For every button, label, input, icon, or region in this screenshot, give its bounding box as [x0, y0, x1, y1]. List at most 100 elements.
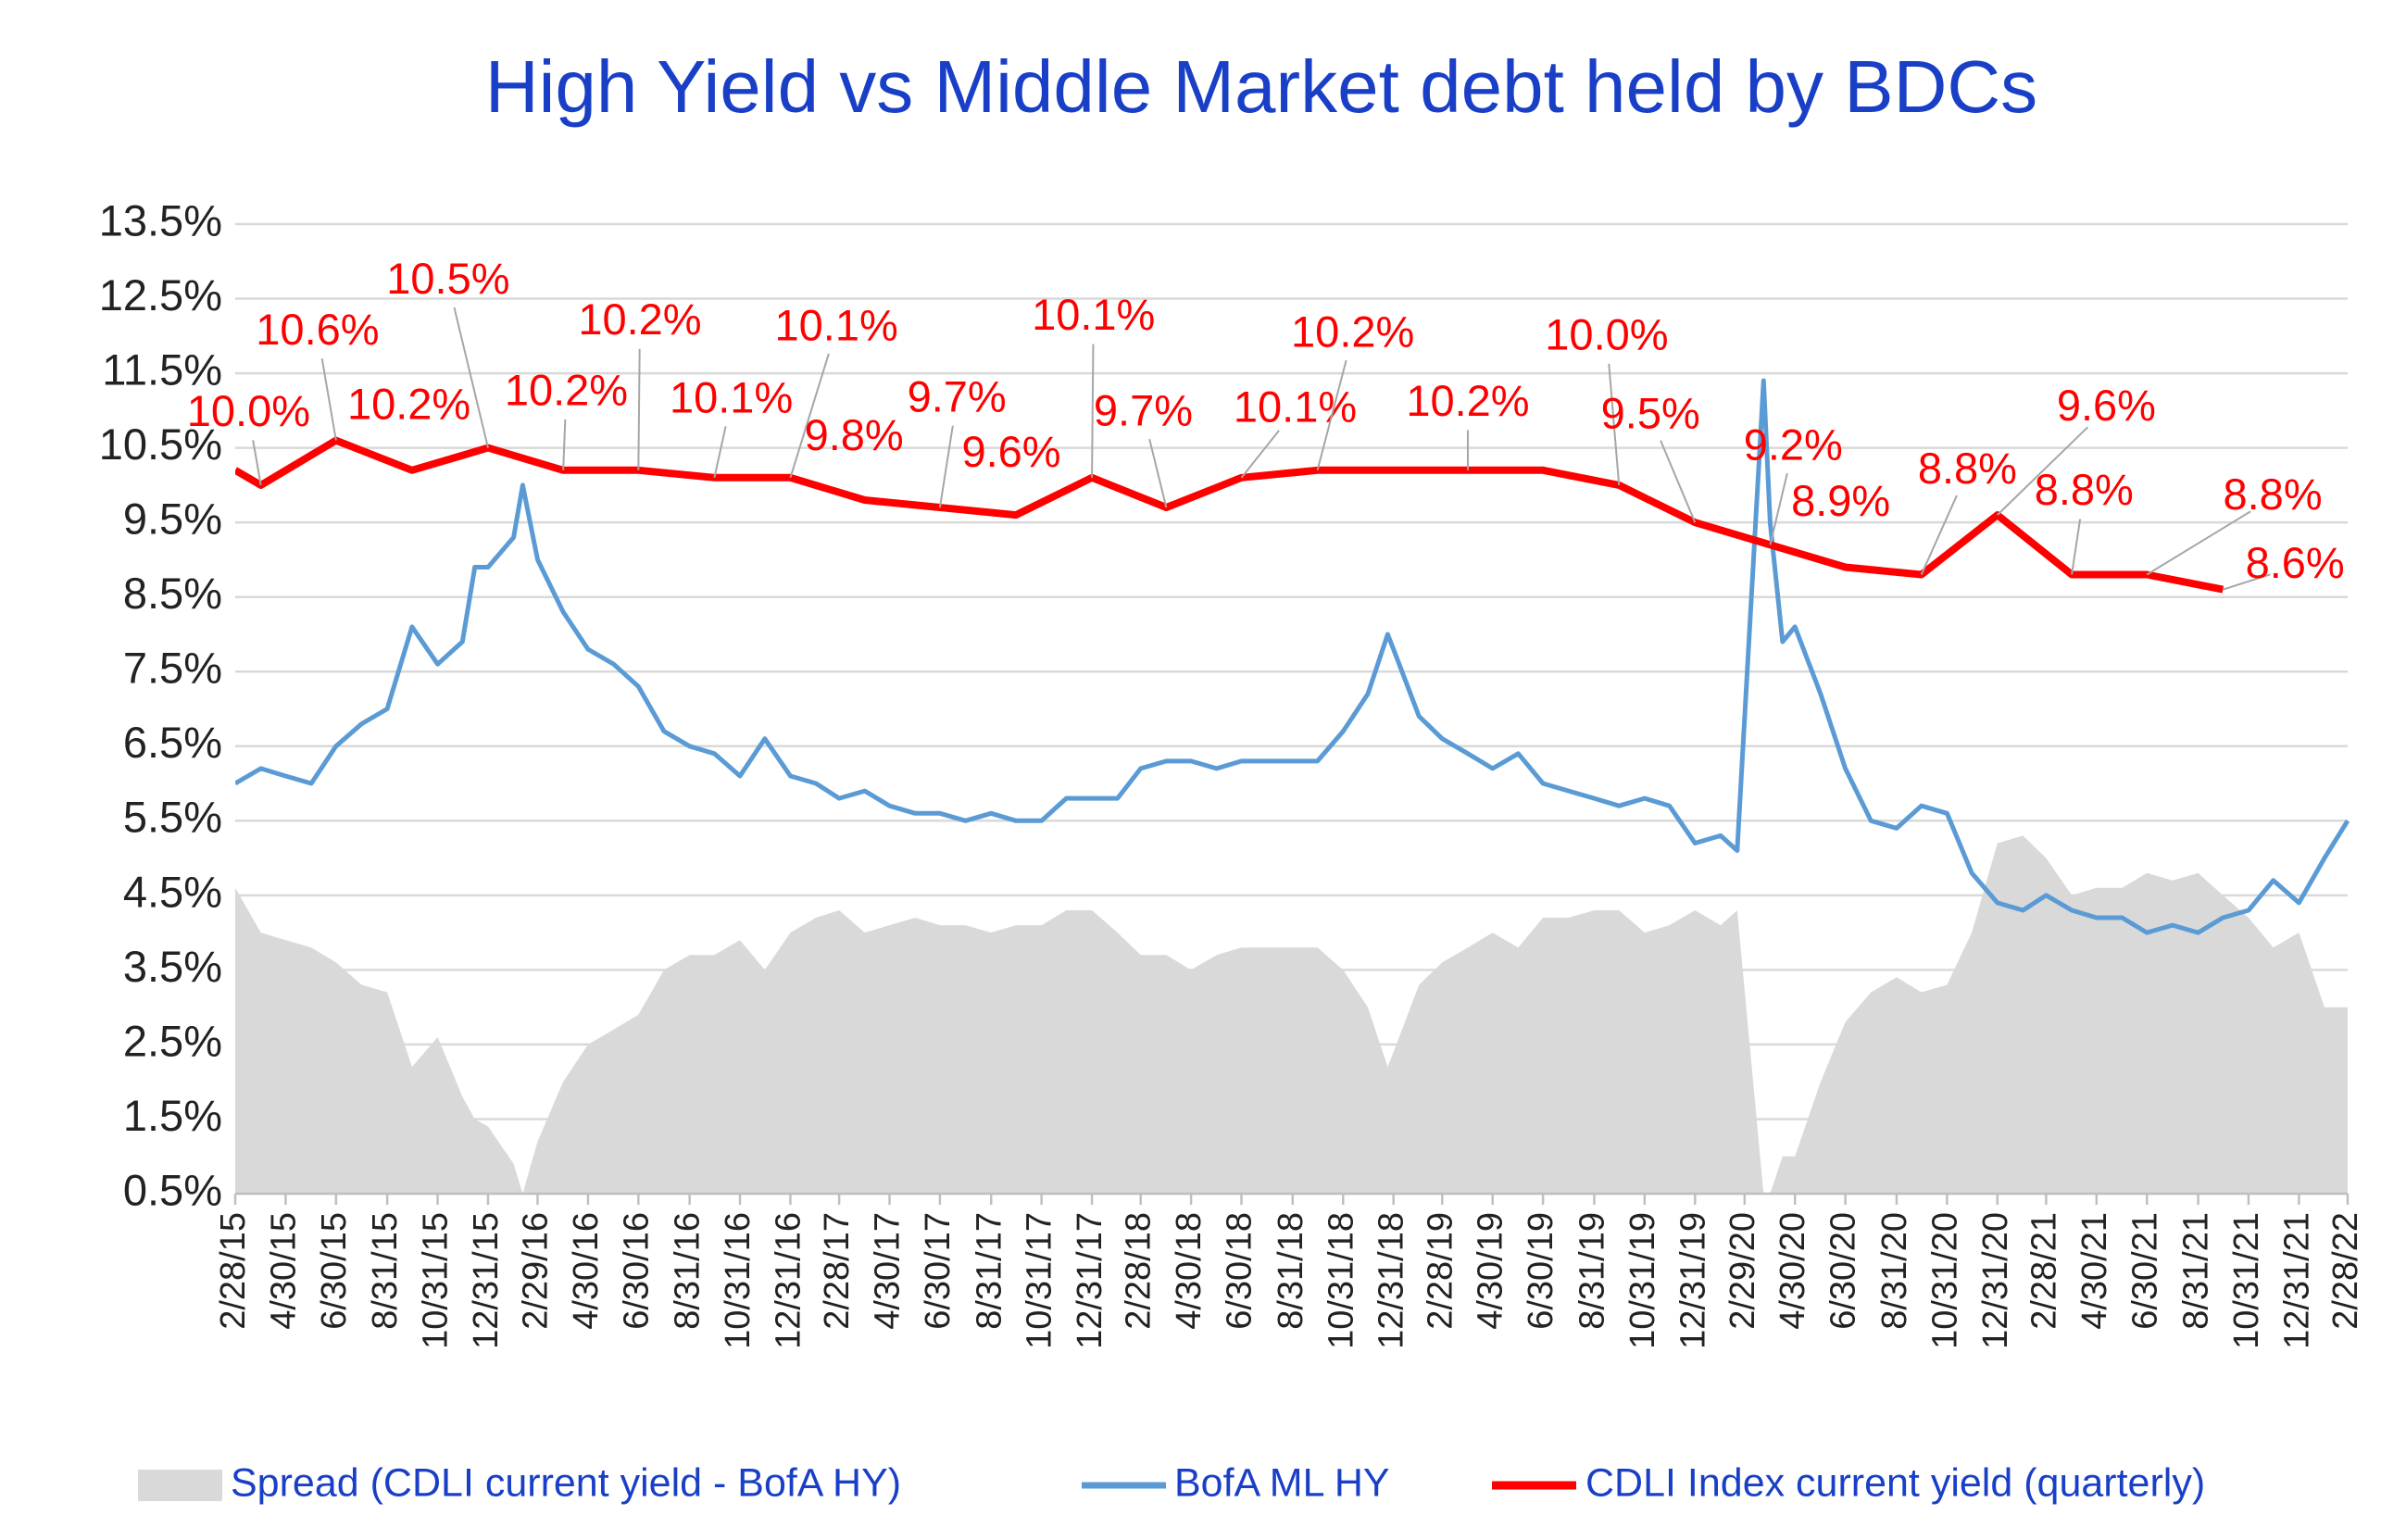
x-tick-label: 12/31/15 [467, 1212, 506, 1349]
y-tick-label: 10.5% [99, 419, 222, 469]
x-tick-label: 4/30/15 [264, 1212, 303, 1330]
x-tick-label: 12/31/19 [1673, 1212, 1712, 1349]
y-tick-label: 5.5% [123, 793, 222, 842]
x-tick-label: 6/30/21 [2125, 1212, 2164, 1330]
y-tick-label: 9.5% [123, 495, 222, 544]
data-label: 9.6% [2057, 381, 2156, 430]
data-label: 8.8% [2223, 470, 2322, 519]
x-tick-label: 2/28/15 [214, 1212, 253, 1330]
y-tick-label: 8.5% [123, 569, 222, 618]
data-label: 9.7% [908, 372, 1007, 421]
data-label: 10.2% [1291, 307, 1414, 356]
x-tick-label: 12/31/17 [1071, 1212, 1109, 1349]
leader-line [789, 353, 830, 479]
x-tick-label: 4/30/18 [1170, 1212, 1209, 1330]
x-tick-label: 6/30/16 [617, 1212, 656, 1330]
x-tick-label: 2/28/17 [818, 1212, 857, 1330]
leader-line [1769, 472, 1788, 545]
data-label: 10.1% [1032, 290, 1155, 339]
x-tick-label: 4/30/16 [567, 1212, 606, 1330]
leader-line [637, 348, 641, 470]
x-tick-label: 4/30/17 [869, 1212, 908, 1330]
x-tick-label: 6/30/20 [1824, 1212, 1863, 1330]
data-label: 10.0% [1545, 309, 1668, 358]
x-tick-label: 10/31/15 [417, 1212, 456, 1349]
x-tick-label: 2/28/19 [1421, 1212, 1460, 1330]
x-tick-label: 2/29/20 [1723, 1212, 1762, 1330]
leader-line [2146, 510, 2251, 576]
plot-area [235, 378, 2350, 1194]
x-tick-label: 10/31/19 [1623, 1212, 1662, 1349]
x-tick-label: 8/31/19 [1573, 1212, 1611, 1330]
x-tick-label: 8/31/17 [970, 1212, 1009, 1330]
x-tick-label: 2/28/22 [2326, 1212, 2365, 1330]
data-label: 8.6% [2246, 538, 2345, 587]
y-tick-label: 13.5% [99, 195, 222, 244]
data-label: 10.1% [775, 301, 898, 350]
data-label: 8.8% [1918, 444, 2017, 493]
leader-line [1148, 438, 1168, 508]
x-tick-label: 12/31/16 [769, 1212, 808, 1349]
leader-line [1316, 359, 1347, 471]
y-tick-label: 7.5% [123, 644, 222, 693]
x-tick-label: 4/30/20 [1773, 1212, 1812, 1330]
leader-line [1920, 495, 1958, 575]
x-tick-label: 2/28/21 [2024, 1212, 2063, 1330]
leader-line [1091, 344, 1095, 478]
data-label: 10.0% [187, 386, 310, 435]
x-tick-label: 6/30/19 [1522, 1212, 1560, 1330]
data-label: 9.8% [805, 410, 904, 459]
x-tick-label: 6/30/18 [1221, 1212, 1259, 1330]
leader-line [938, 425, 954, 508]
series-line [235, 378, 2350, 935]
data-label: 10.1% [670, 372, 793, 421]
y-tick-label: 0.5% [123, 1165, 222, 1214]
leader-line [1240, 430, 1280, 479]
x-tick-label: 8/31/16 [669, 1212, 708, 1330]
x-tick-label: 8/31/15 [366, 1212, 405, 1330]
x-tick-label: 8/31/21 [2177, 1212, 2216, 1330]
data-label: 10.2% [1406, 376, 1529, 425]
x-tick-label: 10/31/20 [1925, 1212, 1964, 1349]
leader-line [453, 307, 489, 448]
y-tick-label: 4.5% [123, 867, 222, 916]
data-label: 10.2% [347, 379, 470, 428]
x-tick-label: 12/31/21 [2277, 1212, 2316, 1349]
x-tick-label: 2/28/18 [1120, 1212, 1159, 1330]
leader-line [252, 440, 262, 486]
x-tick-label: 6/30/17 [919, 1212, 958, 1330]
leader-line [713, 426, 727, 479]
legend-label: Spread (CDLI current yield - BofA HY) [231, 1460, 901, 1505]
data-label: 9.5% [1601, 388, 1700, 437]
legend-label: BofA ML HY [1174, 1460, 1390, 1505]
x-tick-label: 6/30/15 [315, 1212, 354, 1330]
y-tick-label: 12.5% [99, 270, 222, 319]
leader-line [1997, 426, 2088, 516]
data-label: 9.2% [1744, 419, 1843, 469]
x-tick-label: 8/31/18 [1272, 1212, 1310, 1330]
legend-label: CDLI Index current yield (quarterly) [1585, 1460, 2205, 1505]
x-tick-label: 10/31/18 [1322, 1212, 1360, 1349]
data-label: 10.6% [256, 305, 379, 354]
data-label: 9.6% [961, 427, 1060, 476]
data-label: 9.7% [1094, 385, 1193, 434]
data-label: 10.2% [505, 365, 628, 414]
x-tick-label: 12/31/20 [1976, 1212, 2015, 1349]
x-tick-label: 10/31/16 [719, 1212, 758, 1349]
y-tick-label: 3.5% [123, 942, 222, 991]
x-tick-label: 12/31/18 [1372, 1212, 1411, 1349]
x-tick-label: 10/31/21 [2227, 1212, 2266, 1349]
spread-area [235, 835, 2348, 1194]
x-tick-label: 4/30/19 [1472, 1212, 1510, 1330]
series-line [235, 436, 2224, 594]
x-tick-label: 10/31/17 [1021, 1212, 1059, 1349]
x-tick-label: 2/29/16 [517, 1212, 556, 1330]
leader-line [2222, 573, 2271, 591]
leader-line [562, 419, 567, 470]
leader-line [1660, 440, 1697, 523]
data-label: 8.8% [2035, 465, 2134, 514]
leader-line [320, 358, 337, 441]
chart-title: High Yield vs Middle Market debt held by… [485, 45, 2037, 128]
x-tick-label: 8/31/20 [1875, 1212, 1914, 1330]
